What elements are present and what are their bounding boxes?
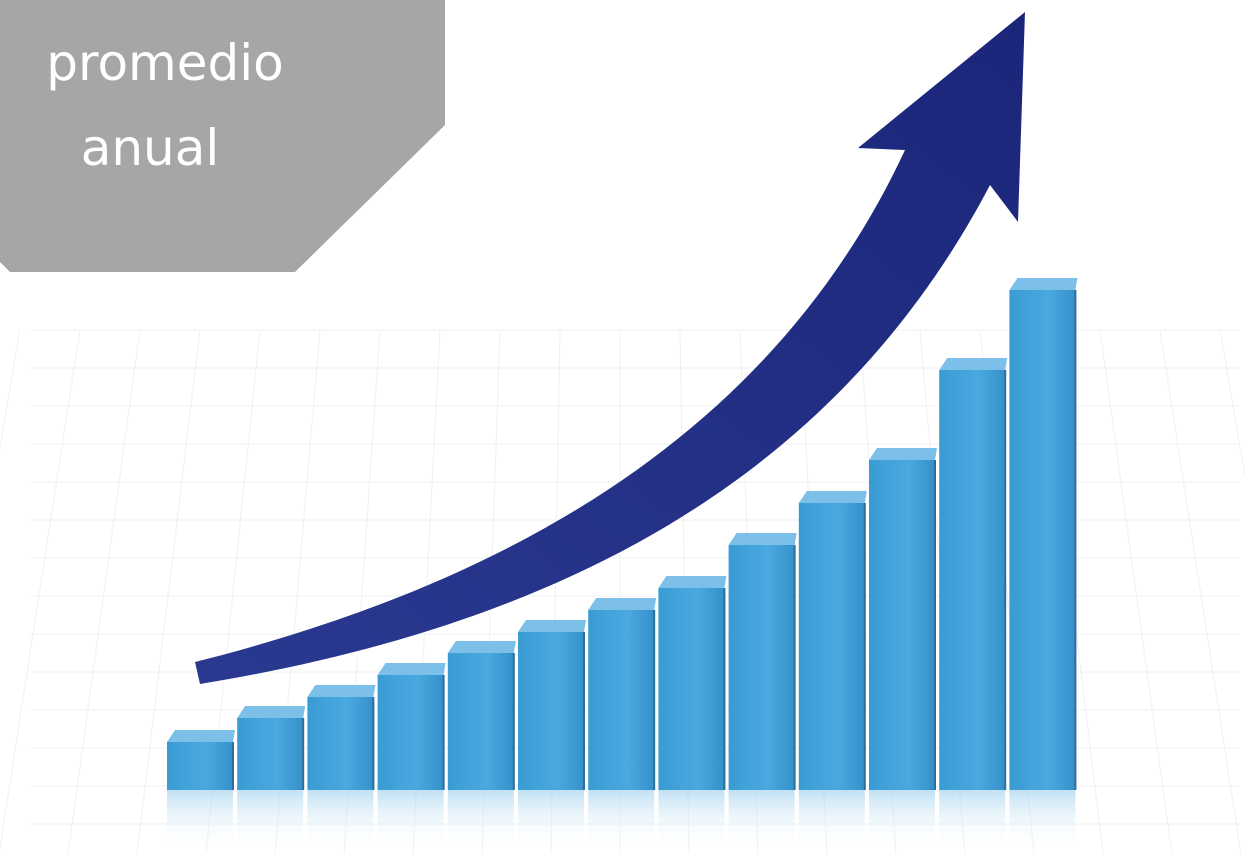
bar-front <box>167 742 233 790</box>
bar-front <box>939 370 1006 790</box>
bar-reflection <box>1009 790 1076 850</box>
bar-front <box>307 697 374 790</box>
bar-front <box>798 503 865 790</box>
bar-top <box>307 685 376 697</box>
floor-line <box>1099 329 1173 854</box>
floor-line <box>1219 329 1245 479</box>
floor-line <box>67 329 141 854</box>
bar-reflection <box>658 790 725 850</box>
label-line: anual <box>81 119 220 177</box>
bar-reflection <box>798 790 865 850</box>
bar-top <box>588 598 657 610</box>
bar-reflection <box>237 790 304 850</box>
bar-reflection <box>377 790 444 850</box>
bar-front <box>237 718 304 790</box>
bar-top <box>237 706 306 718</box>
label-box <box>0 0 445 272</box>
bar-front <box>377 675 444 790</box>
bar-top <box>167 730 235 742</box>
bar-top <box>1009 278 1078 290</box>
floor-line <box>0 329 81 851</box>
bar-top <box>377 663 446 675</box>
floor-line <box>136 329 201 854</box>
rising-arrow <box>195 12 1025 684</box>
bar-front <box>658 588 725 790</box>
bar-front <box>588 610 655 790</box>
bar-top <box>869 448 937 460</box>
bar-reflection <box>869 790 935 850</box>
bar-reflection <box>588 790 655 850</box>
bar-front <box>1009 290 1076 790</box>
bar-front <box>728 545 795 790</box>
bar-top <box>939 358 1008 370</box>
bar-front <box>447 653 514 790</box>
bar-reflection <box>518 790 584 850</box>
bar-front <box>518 632 584 790</box>
bar-reflection <box>939 790 1006 850</box>
bar-top <box>658 576 727 588</box>
bar-reflection <box>167 790 233 850</box>
bar-top <box>518 620 586 632</box>
floor-line <box>0 329 21 450</box>
bar-top <box>447 641 516 653</box>
label-line: promedio <box>46 34 283 92</box>
bar-reflection <box>728 790 795 850</box>
bar-reflection <box>447 790 514 850</box>
bar-top <box>798 491 867 503</box>
floor-line <box>1159 329 1242 854</box>
bar-illustration <box>167 278 1078 850</box>
bar-reflection <box>307 790 374 850</box>
bar-front <box>869 460 935 790</box>
bar-top <box>728 533 797 545</box>
